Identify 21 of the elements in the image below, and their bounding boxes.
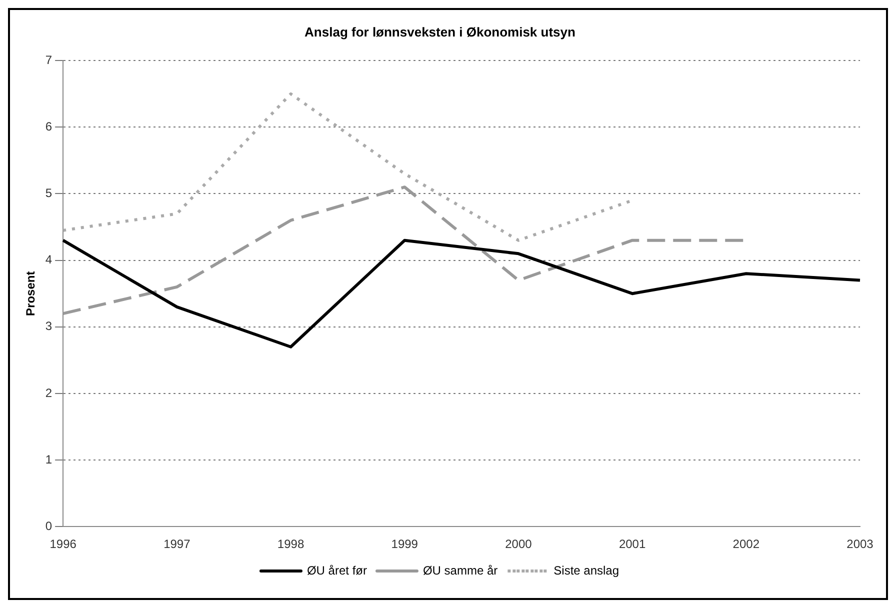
y-tick-label: 1 (45, 452, 52, 466)
y-tick-label: 3 (45, 319, 52, 334)
legend-label: ØU året før (306, 563, 367, 578)
y-tick-label: 2 (45, 386, 52, 400)
y-tick-label: 6 (45, 119, 52, 134)
y-tick-label: 4 (45, 252, 52, 267)
x-tick-label: 2001 (618, 537, 646, 552)
x-tick-label: 1999 (391, 537, 418, 552)
legend-label: Siste anslag (554, 563, 620, 578)
chart-title: Anslag for lønnsveksten i Økonomisk utsyn (304, 24, 576, 40)
y-tick-label: 0 (45, 518, 52, 533)
x-tick-label: 2002 (732, 537, 760, 552)
x-tick-label: 2003 (846, 537, 874, 552)
y-tick-label: 5 (45, 186, 52, 200)
x-tick-label: 1998 (277, 537, 304, 552)
x-tick-label: 2000 (505, 537, 532, 552)
x-tick-label: 1997 (164, 537, 191, 552)
x-tick-label: 1996 (50, 537, 77, 552)
legend-label: ØU samme år (422, 563, 498, 578)
y-tick-label: 7 (45, 52, 52, 67)
y-axis-title: Prosent (24, 271, 38, 316)
